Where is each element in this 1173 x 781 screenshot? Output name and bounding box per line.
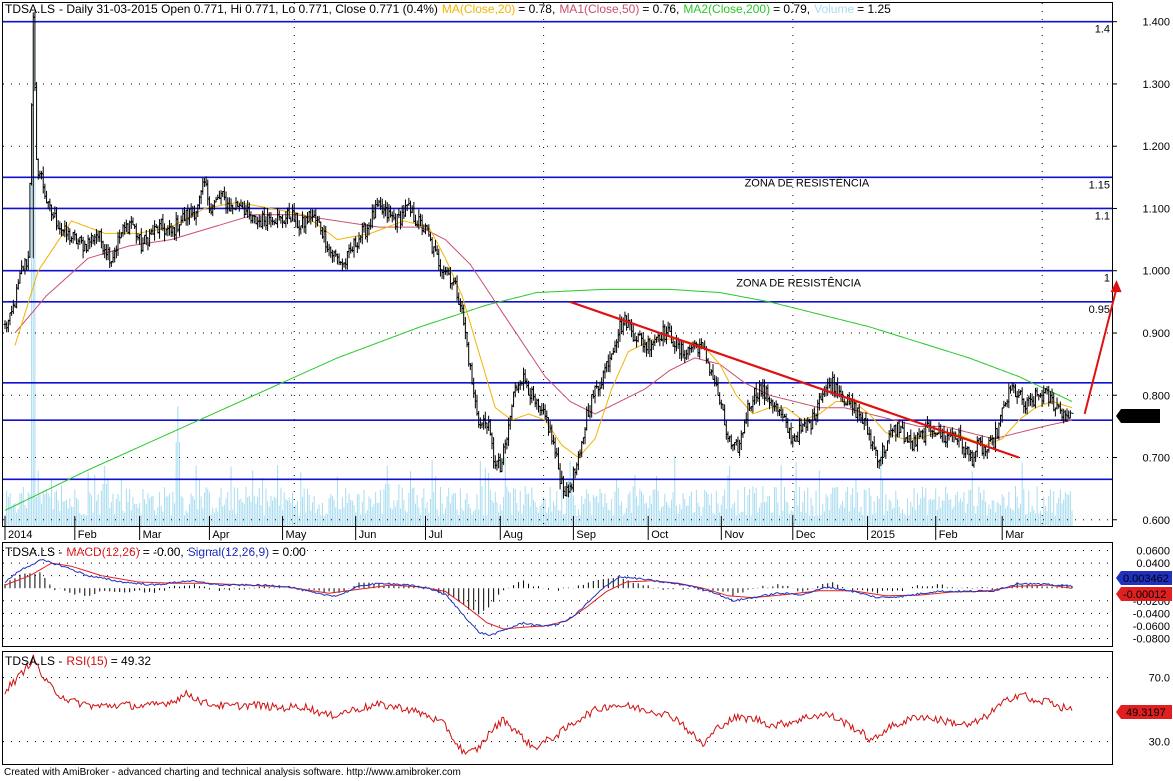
- date-tick-label: Mar: [1005, 529, 1024, 541]
- rsi-tick-label: 30.0: [1149, 737, 1170, 749]
- date-tick-label: Aug: [503, 529, 523, 541]
- legend-ma50-value: = 0.76,: [642, 2, 679, 16]
- rsi-grid: [3, 677, 1112, 743]
- legend-ma20: MA(Close,20): [442, 2, 515, 16]
- macd-header-symbol: TDSA.LS -: [5, 545, 62, 559]
- price-tick-label: 1.400: [1142, 17, 1170, 29]
- price-tick-label: 0.700: [1142, 453, 1170, 465]
- macd-header: TDSA.LS - MACD(12,26) = -0.00, Signal(12,26…: [5, 545, 306, 559]
- rsi-line: [4, 654, 1073, 756]
- rsi-pane[interactable]: 70.0 30.0 TDSA.LS - RSI(15) = 49.32 49.3197: [2, 651, 1173, 765]
- date-tick-label: Feb: [78, 529, 97, 541]
- price-header: TDSA.LS - Daily 31-03-2015 Open 0.771, Hi…: [5, 2, 891, 16]
- date-tick-label: Feb: [939, 529, 958, 541]
- footer-credit: Created with AmiBroker - advanced charti…: [4, 767, 461, 778]
- close-price-tag: 0.771: [1116, 409, 1160, 423]
- macd-tick-label: 0.0400: [1136, 558, 1170, 570]
- date-tick-label: May: [286, 529, 307, 541]
- ohlc-bars: [3, 11, 1074, 499]
- date-tick-label: Sep: [576, 529, 596, 541]
- date-tick-label: Nov: [724, 529, 744, 541]
- level-label: 1.1: [1095, 210, 1110, 222]
- macd-tick-label: -0.0600: [1133, 621, 1170, 633]
- downtrend-line-segment: [569, 300, 1020, 459]
- signal-value-label: -0.00012: [1123, 589, 1166, 601]
- rsi-axis: 70.0 30.0: [1149, 673, 1170, 749]
- level-label: 0.95: [1089, 304, 1110, 316]
- macd-pane[interactable]: 0.06000.04000.0200-0.0200-0.0400-0.0600-…: [2, 542, 1173, 647]
- ma200-line: [4, 288, 1073, 511]
- macd-value-tag: 0.003462: [1116, 571, 1172, 585]
- rsi-value-label: 49.3197: [1126, 707, 1166, 719]
- breakout-arrow-shaft: [1083, 287, 1118, 415]
- price-tick-label: 0.800: [1142, 390, 1170, 402]
- price-tick-label: 1.300: [1142, 79, 1170, 91]
- price-grid: [3, 3, 1112, 526]
- ma20-path: [14, 201, 1073, 459]
- downtrend-line: [569, 280, 1122, 459]
- macd-value-label: 0.003462: [1123, 573, 1169, 585]
- ma20-line: [14, 201, 1073, 459]
- price-tick-label: 0.600: [1142, 515, 1170, 527]
- support-resistance-lines: 1.4 1.15 1.1 1 0.95: [3, 20, 1112, 481]
- rsi-header-symbol: TDSA.LS -: [5, 654, 62, 668]
- signal-value-tag: -0.00012: [1116, 587, 1172, 601]
- breakout-arrow-head: [1110, 280, 1122, 293]
- header-symbol: TDSA.LS: [5, 2, 55, 16]
- legend-ma50: MA1(Close,50): [559, 2, 639, 16]
- resistance-zone-label: ZONA DE RESISTÊNCIA: [745, 177, 870, 190]
- rsi-header: TDSA.LS - RSI(15) = 49.32: [5, 654, 151, 668]
- macd-tick-label: -0.0400: [1133, 608, 1170, 620]
- macd-lines: [4, 558, 1073, 636]
- legend-rsi: RSI(15): [66, 654, 107, 668]
- date-tick-label: Apr: [212, 529, 229, 541]
- rsi-path: [4, 654, 1073, 756]
- price-pane[interactable]: 1.41.151.110.95 ZONA DE RESISTÊNCIAZONA …: [2, 2, 1171, 541]
- legend-macd-value: = -0.00,: [143, 545, 184, 559]
- macd-path: [4, 558, 1073, 636]
- resistance-zone-label: ZONA DE RESISTÊNCIA: [736, 276, 861, 289]
- macd-tick-label: -0.0800: [1133, 633, 1170, 645]
- macd-grid: [3, 550, 1112, 639]
- rsi-tick-label: 70.0: [1149, 673, 1170, 685]
- signal-path: [4, 562, 1073, 630]
- price-tick-label: 0.900: [1142, 328, 1170, 340]
- ma50-path: [14, 214, 1073, 440]
- level-label: 1.4: [1095, 24, 1110, 36]
- date-tick-label: Jun: [359, 529, 377, 541]
- ma200-path: [4, 288, 1073, 511]
- legend-volume: Volume: [814, 2, 854, 16]
- date-tick-label: 2015: [871, 529, 895, 541]
- legend-signal: Signal(12,26,9): [188, 545, 269, 559]
- date-axis: 2014 Feb Mar Apr May Jun Jul Aug Sep Oct Nov Dec 201…: [4, 516, 1024, 541]
- level-label: 1: [1104, 273, 1110, 285]
- legend-ma20-value: = 0.78,: [518, 2, 555, 16]
- date-tick-label: Jul: [428, 529, 442, 541]
- macd-histogram: [4, 572, 1073, 615]
- legend-rsi-value: = 49.32: [111, 654, 152, 668]
- annotations: ZONA DE RESISTÊNCIA ZONA DE RESISTÊNCIA: [736, 177, 870, 290]
- legend-volume-value: = 1.25: [857, 2, 891, 16]
- header-ohlc: - Daily 31-03-2015 Open 0.771, Hi 0.771,…: [59, 2, 438, 16]
- legend-ma200: MA2(Close,200): [683, 2, 770, 16]
- date-tick-label: Oct: [651, 529, 668, 541]
- macd-tick-label: 0.0600: [1136, 546, 1170, 558]
- date-tick-label: Dec: [796, 529, 816, 541]
- ma50-line: [14, 214, 1073, 440]
- date-tick-label: 2014: [8, 529, 32, 541]
- price-tick-label: 1.200: [1142, 141, 1170, 153]
- level-label: 1.15: [1089, 179, 1110, 191]
- price-axis: 1.400 1.300 1.200 1.100 1.000 0.900 0.800 0.700…: [1112, 17, 1170, 527]
- rsi-value-tag: 49.3197: [1116, 705, 1172, 719]
- date-tick-label: Mar: [143, 529, 162, 541]
- price-tick-label: 1.100: [1142, 203, 1170, 215]
- legend-signal-value: = 0.00: [272, 545, 306, 559]
- close-price-label: 0.771: [1124, 411, 1152, 423]
- legend-ma200-value: = 0.79,: [773, 2, 810, 16]
- legend-macd: MACD(12,26): [66, 545, 139, 559]
- price-tick-label: 1.000: [1142, 266, 1170, 278]
